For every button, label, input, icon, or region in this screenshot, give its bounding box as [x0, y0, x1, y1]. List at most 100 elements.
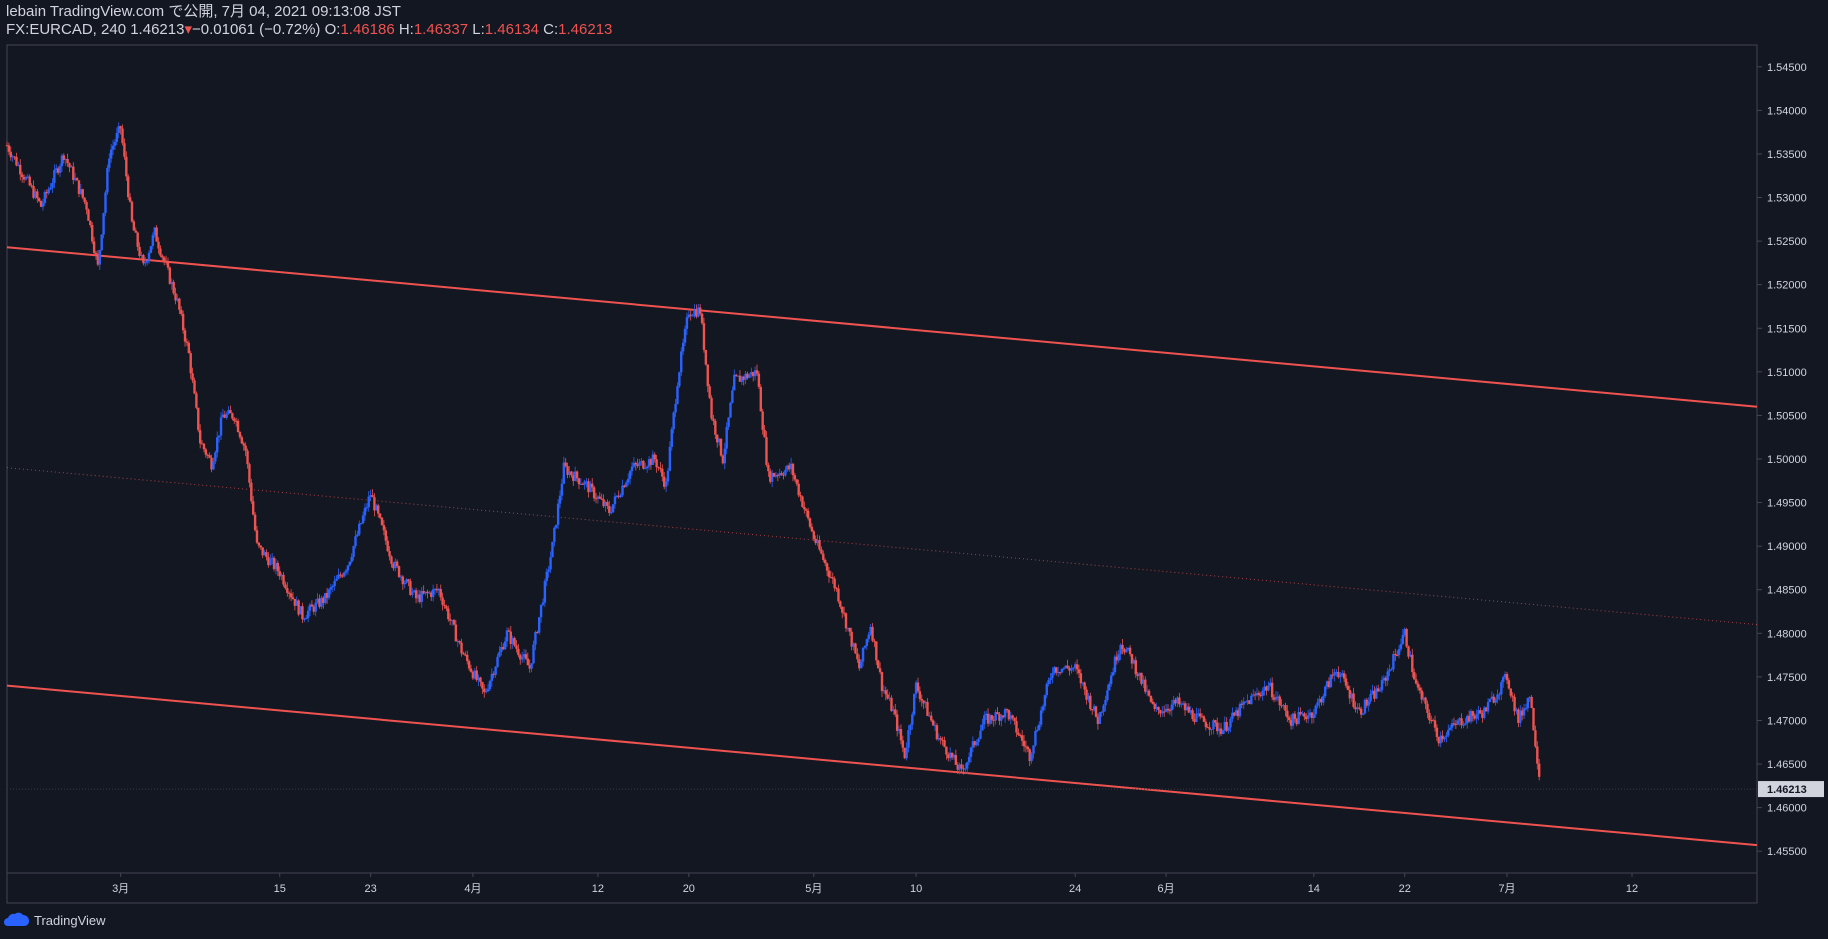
candle-body	[1259, 694, 1262, 696]
candle-body	[926, 701, 929, 716]
candle-body	[1329, 674, 1333, 688]
candle-body	[208, 455, 211, 458]
candle-body	[589, 483, 592, 493]
candlesticks	[5, 122, 1541, 781]
candle-body	[170, 281, 173, 284]
candle-body	[238, 432, 242, 438]
candle-body	[757, 373, 761, 387]
candle-body	[306, 610, 310, 618]
candle-body	[1450, 723, 1454, 728]
candle-body	[1331, 674, 1334, 676]
candle-body	[187, 342, 191, 354]
candle-body	[157, 241, 160, 249]
candle-body	[994, 712, 997, 721]
candle-body	[223, 414, 227, 418]
candle-body	[613, 496, 617, 505]
candle-body	[206, 454, 209, 456]
candle-body	[197, 407, 200, 431]
candle-body	[430, 592, 433, 598]
candle-body	[1134, 660, 1137, 675]
candle-body	[1295, 718, 1298, 725]
candle-body	[81, 189, 84, 198]
candle-body	[1322, 696, 1325, 703]
candle-body	[314, 602, 317, 612]
candle-body	[106, 167, 109, 193]
candle-body	[1280, 705, 1283, 707]
candle-body	[483, 688, 486, 693]
candle-body	[100, 234, 103, 251]
candle-body	[1079, 673, 1083, 684]
candle-body	[155, 227, 158, 242]
candle-body	[1511, 695, 1514, 697]
candle-body	[1287, 717, 1291, 721]
candle-body	[1373, 690, 1376, 699]
candle-body	[5, 145, 9, 147]
candle-body	[939, 738, 942, 740]
candle-body	[1060, 668, 1064, 673]
x-tick-label: 6月	[1158, 883, 1175, 895]
candle-body	[390, 556, 393, 564]
candle-body	[1363, 699, 1367, 714]
candle-body	[990, 715, 994, 720]
candle-body	[662, 476, 666, 487]
candle-body	[327, 589, 331, 598]
symbol-label[interactable]: FX:EURCAD, 240	[6, 21, 127, 38]
candle-body	[841, 606, 844, 613]
candle-body	[172, 281, 175, 294]
candle-body	[329, 587, 333, 590]
candle-body	[15, 156, 18, 166]
candle-body	[1178, 697, 1181, 705]
footer-brand[interactable]: TradingView	[4, 908, 106, 932]
time-axis[interactable]: 3月 15 23 4月 12 20 5月 10 24 6月 14 22 7月 12	[112, 873, 1638, 895]
candle-body	[1024, 746, 1028, 748]
price-axis[interactable]: 1.54500 1.54000 1.53500 1.53000 1.52500 1.520…	[1757, 62, 1807, 858]
candle-body	[358, 523, 361, 535]
candle-body	[1306, 715, 1310, 720]
candle-body	[441, 597, 444, 605]
candle-body	[176, 298, 179, 301]
candle-body	[1284, 705, 1287, 711]
candle-body	[502, 647, 505, 650]
candle-body	[922, 700, 925, 704]
candle-body	[121, 128, 124, 144]
candle-body	[104, 192, 107, 213]
candle-body	[91, 225, 94, 242]
candle-body	[1081, 682, 1084, 684]
candle-body	[64, 159, 67, 161]
candle-body	[1147, 690, 1151, 696]
candle-body	[1526, 697, 1530, 709]
candle-body	[454, 624, 458, 642]
low-value: 1.46134	[484, 21, 539, 38]
candle-body	[863, 645, 867, 648]
candle-body	[378, 513, 382, 518]
candle-body	[1206, 727, 1209, 729]
candle-body	[397, 566, 401, 577]
candle-body	[704, 349, 708, 365]
candle-body	[293, 598, 297, 606]
candle-body	[259, 545, 262, 548]
candle-body	[401, 576, 405, 585]
x-tick-label: 10	[910, 883, 922, 895]
candle-body	[265, 552, 268, 558]
candle-body	[1255, 693, 1259, 696]
y-tick-label: 1.53000	[1767, 193, 1807, 205]
candle-body	[77, 180, 81, 194]
candle-body	[602, 499, 605, 507]
candle-body	[627, 478, 630, 483]
candle-body	[250, 482, 253, 502]
candle-body	[1536, 746, 1539, 764]
candle-body	[935, 725, 939, 740]
candle-body	[350, 556, 353, 562]
candle-body	[634, 462, 637, 465]
candle-body	[17, 164, 20, 166]
candle-body	[727, 417, 730, 427]
candle-body	[1157, 707, 1160, 711]
candle-body	[1043, 695, 1047, 707]
candle-body	[149, 246, 153, 253]
trendlines[interactable]	[6, 246, 1758, 847]
candle-body	[575, 471, 579, 479]
candle-body	[1111, 672, 1115, 676]
candle-body	[1488, 698, 1492, 703]
candle-body	[960, 764, 963, 769]
